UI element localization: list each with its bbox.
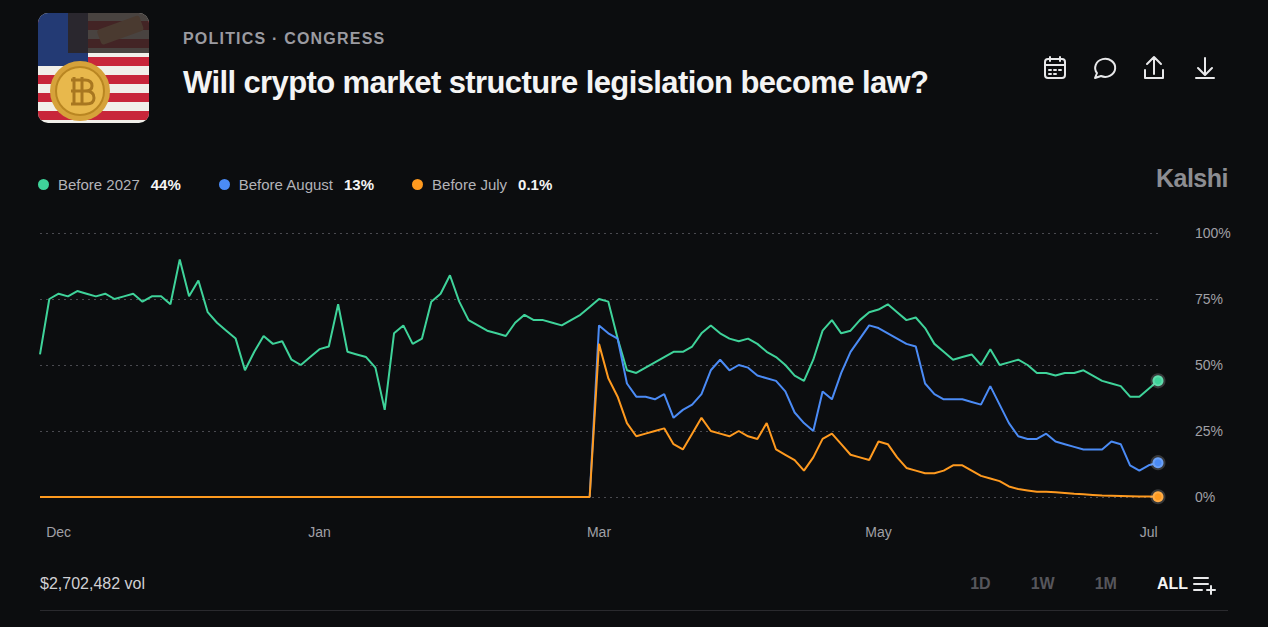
html-text:POLITICS · CONGRESS: POLITICS · CONGRESS	[183, 30, 386, 47]
html-text:0.1%: 0.1%	[518, 176, 553, 193]
svg-text:0%: 0%	[1195, 489, 1215, 505]
html-text:1M: 1M	[1094, 575, 1117, 592]
html-text:Before July: Before July	[432, 176, 508, 193]
html-text:Kalshi: Kalshi	[1156, 164, 1228, 192]
svg-text:Jul: Jul	[1140, 524, 1158, 540]
svg-text:50%: 50%	[1195, 357, 1223, 373]
html-text:44%: 44%	[150, 176, 181, 193]
svg-text:100%: 100%	[1195, 225, 1231, 241]
html-text:1D: 1D	[970, 575, 991, 592]
html-text:Before August: Before August	[238, 176, 333, 193]
html-text:13%: 13%	[344, 176, 374, 193]
svg-text:Jan: Jan	[308, 524, 331, 540]
svg-text:May: May	[865, 524, 891, 540]
html-text:$2,702,482 vol: $2,702,482 vol	[40, 575, 145, 592]
html-text:Will crypto market structure l: Will crypto market structure legislation…	[183, 65, 929, 100]
html-text:ALL: ALL	[1156, 575, 1188, 592]
svg-text:Mar: Mar	[587, 524, 611, 540]
svg-text:75%: 75%	[1195, 291, 1223, 307]
html-text:Before 2027: Before 2027	[58, 176, 140, 193]
svg-text:25%: 25%	[1195, 423, 1223, 439]
html-text:1W: 1W	[1030, 575, 1055, 592]
svg-text:Dec: Dec	[46, 524, 71, 540]
